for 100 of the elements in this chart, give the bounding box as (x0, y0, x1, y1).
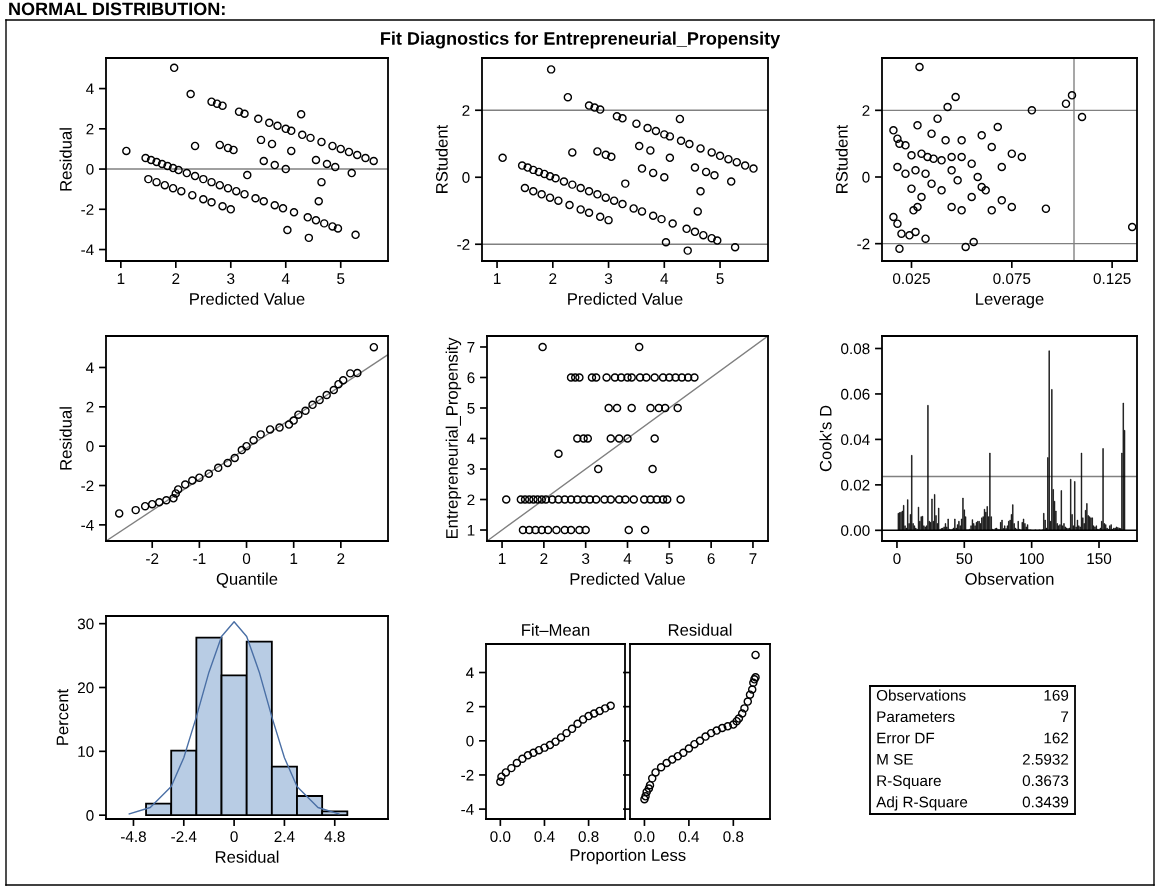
y-tick-label: 0.08 (841, 343, 870, 355)
y-tick-label: -2 (857, 238, 870, 250)
y-axis-title: Cook's D (819, 405, 832, 472)
x-tick-label: 1 (493, 273, 501, 284)
x-tick-label: 100 (1020, 553, 1044, 565)
y-tick-label: 20 (77, 682, 94, 694)
y-tick-label: 10 (78, 746, 94, 758)
x-tick-label: 1 (117, 273, 125, 284)
x-tick-label: 0.8 (578, 831, 599, 843)
x-tick-label: 2 (540, 553, 548, 564)
x-axis-title: Predicted Value (190, 292, 305, 305)
x-axis-title: Predicted Value (570, 572, 685, 585)
chart-title: Residual (668, 623, 732, 636)
x-tick-label: 5 (716, 273, 724, 285)
text: 7 (1061, 711, 1069, 722)
x-tick-label: 1 (498, 553, 506, 564)
x-tick-label: 4 (281, 273, 290, 284)
text: NORMAL DISTRIBUTION: (9, 2, 225, 16)
x-tick-label: 0 (242, 553, 251, 565)
x-axis-title: Quantile (216, 572, 278, 588)
y-tick-label: -2 (457, 239, 470, 250)
x-tick-label: 1 (290, 553, 298, 564)
x-tick-label: 4 (660, 273, 669, 284)
text: Parameters (877, 711, 955, 723)
x-tick-label: 2 (549, 273, 557, 284)
x-tick-label: 150 (1087, 553, 1112, 565)
y-tick-label: 0 (462, 172, 470, 183)
x-tick-label: 0.025 (892, 273, 930, 285)
y-tick-label: 0.00 (841, 525, 870, 536)
y-tick-label: 0 (86, 163, 94, 175)
x-tick-label: 4.8 (324, 831, 345, 843)
x-tick-label: 3 (227, 273, 235, 285)
x-axis-title: Leverage (976, 293, 1044, 309)
x-tick-label: 6 (707, 553, 715, 565)
text: Fit Diagnostics for Entrepreneurial_Propensity (381, 31, 781, 49)
chart-title: Fit–Mean (522, 623, 590, 636)
y-tick-label: -4 (461, 804, 474, 815)
x-tick-label: 2 (172, 273, 180, 284)
y-tick-label: -2 (81, 480, 94, 492)
x-tick-label: -2 (146, 553, 159, 564)
y-axis-title: RStudent (435, 124, 448, 193)
x-tick-label: -4.8 (120, 831, 146, 843)
x-tick-label: 5 (337, 273, 345, 285)
y-tick-label: 0.02 (841, 479, 870, 491)
x-axis-title: Residual (215, 850, 279, 863)
x-tick-label: 2 (337, 553, 345, 564)
x-tick-label: 3 (604, 273, 613, 285)
y-tick-label: 2 (466, 701, 474, 713)
y-tick-label: 30 (77, 618, 94, 630)
y-tick-label: 4 (466, 667, 474, 679)
y-tick-label: -4 (81, 244, 94, 256)
y-tick-label: -2 (461, 769, 474, 781)
y-tick-label: 5 (467, 403, 475, 414)
y-axis-title: RStudent (835, 124, 848, 193)
y-tick-label: 2 (862, 105, 870, 116)
x-tick-label: 0.0 (490, 831, 511, 843)
x-tick-label: 0 (230, 831, 238, 843)
y-tick-label: 7 (467, 342, 475, 353)
y-tick-label: 2 (462, 105, 470, 116)
y-tick-label: 2 (86, 401, 94, 413)
x-tick-label: 7 (749, 553, 757, 564)
y-tick-label: 1 (467, 525, 475, 536)
text: Error DF (877, 732, 935, 744)
y-tick-label: 0.04 (841, 434, 870, 446)
y-tick-label: -2 (81, 204, 94, 215)
y-tick-label: 0 (466, 735, 474, 747)
x-tick-label: 50 (956, 553, 973, 565)
y-tick-label: 0.06 (841, 388, 870, 400)
x-tick-label: 4 (623, 553, 632, 564)
x-tick-label: 0.8 (723, 831, 744, 843)
text: M SE (877, 753, 913, 765)
text: Observations (876, 689, 966, 701)
text: Adj R-Square (876, 796, 968, 811)
x-tick-label: -1 (193, 553, 206, 564)
x-tick-label: 0.4 (678, 831, 700, 843)
y-tick-label: 4 (467, 433, 475, 445)
x-tick-label: 0.0 (634, 831, 655, 843)
text: 0.3439 (1022, 796, 1069, 808)
y-tick-label: 0 (86, 441, 94, 452)
text: 169 (1044, 689, 1069, 701)
y-tick-label: 0 (862, 171, 870, 183)
y-axis-title: Percent (56, 688, 69, 745)
y-axis-title: Residual (59, 407, 72, 470)
x-tick-label: 3 (582, 553, 590, 565)
x-tick-label: 0.4 (534, 831, 555, 843)
y-tick-label: 3 (467, 463, 475, 475)
text: R-Square (877, 775, 941, 790)
y-tick-label: 0 (86, 810, 94, 821)
x-tick-label: 0 (893, 553, 901, 565)
x-tick-label: 0.075 (993, 273, 1031, 285)
x-tick-label: 0.125 (1093, 273, 1131, 285)
y-tick-label: 2 (86, 123, 94, 135)
x-axis-title: Proportion Less (570, 848, 686, 865)
y-axis-title: Entrepreneurial_Propensity (445, 337, 462, 539)
x-tick-label: 2.4 (274, 831, 295, 842)
text: 2.5932 (1022, 753, 1069, 765)
x-axis-title: Predicted Value (568, 292, 683, 305)
x-tick-label: -2.4 (171, 831, 197, 842)
y-tick-label: 6 (467, 372, 475, 384)
x-tick-label: 5 (665, 553, 673, 565)
